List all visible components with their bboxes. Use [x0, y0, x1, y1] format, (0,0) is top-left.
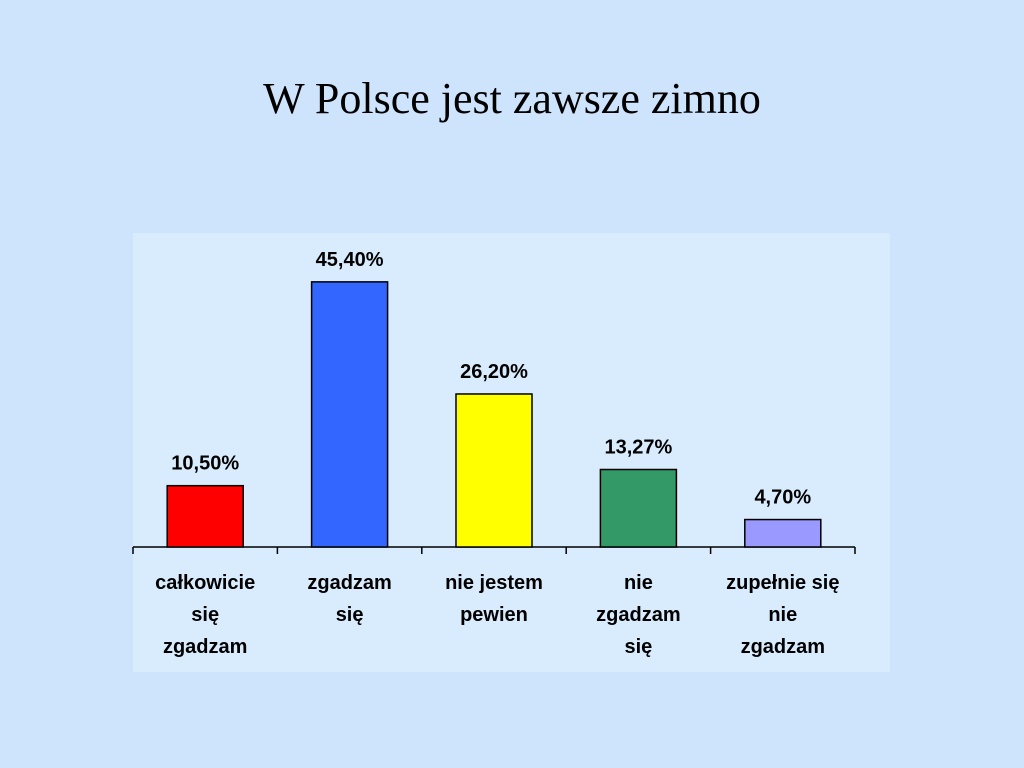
value-label: 13,27%: [604, 437, 672, 459]
chart-title: W Polsce jest zawsze zimno: [263, 74, 761, 123]
bar: [599, 468, 678, 548]
bar: [744, 518, 822, 548]
x-tick-label: nie jestem pewien: [445, 572, 543, 626]
bar: [166, 484, 244, 548]
value-label: 10,50%: [171, 453, 239, 475]
value-label: 26,20%: [460, 361, 528, 383]
bar: [455, 393, 533, 548]
bar: [310, 281, 389, 548]
x-tick-label: całkowicie się zgadzam: [155, 572, 256, 658]
value-label: 4,70%: [754, 487, 811, 509]
value-label: 45,40%: [316, 249, 384, 271]
x-tick-label: nie zgadzam się: [596, 572, 681, 658]
x-tick-label: zupełnie się nie zgadzam: [726, 572, 840, 658]
x-tick-label: zgadzam się: [307, 572, 392, 626]
